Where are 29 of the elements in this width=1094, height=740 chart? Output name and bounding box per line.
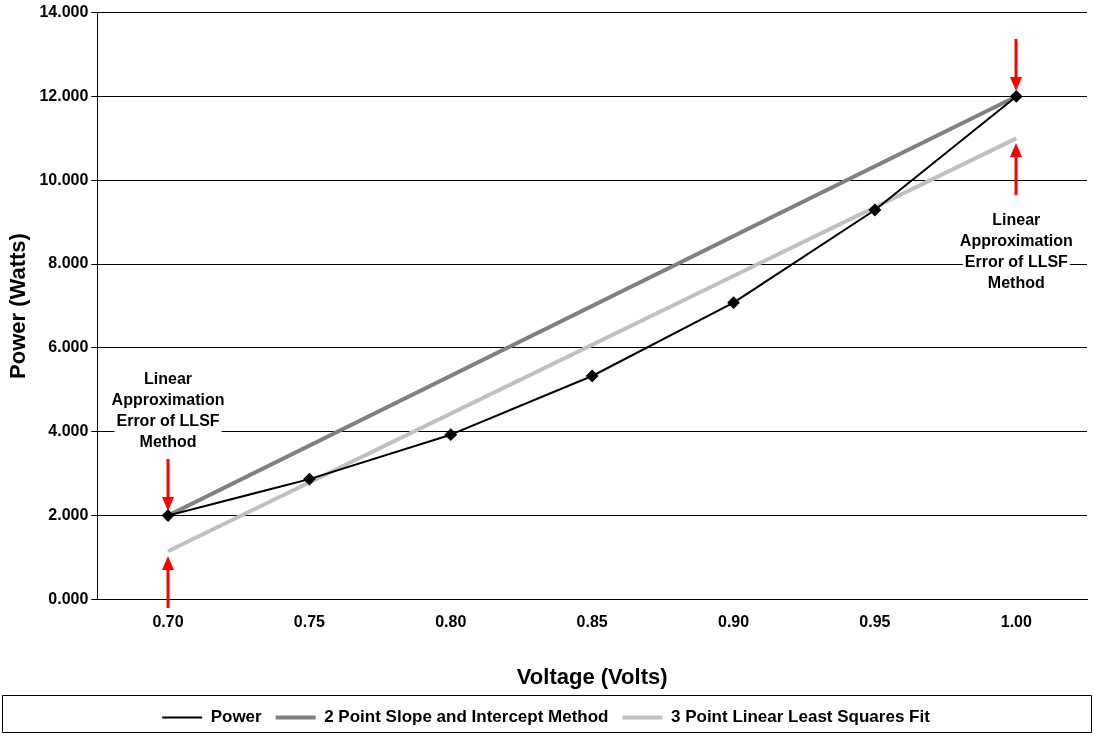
point [444, 428, 457, 441]
point [303, 473, 316, 486]
x-tick-label: 0.95 [859, 613, 891, 631]
y-axis-title: Power (Watts) [5, 233, 31, 379]
x-axis-title: Voltage (Volts) [516, 663, 668, 689]
point [586, 370, 599, 382]
y-tick-label: 8.000 [48, 254, 89, 272]
x-tick-label: 0.75 [293, 613, 326, 631]
point [727, 296, 740, 309]
y-tick-label: 2.000 [48, 505, 89, 523]
y-tick-label: 10.000 [39, 170, 89, 188]
point [162, 509, 175, 522]
y-tick-label: 6.000 [48, 338, 89, 356]
x-tick-label: 0.80 [435, 613, 467, 631]
x-tick-label: 1.00 [1000, 613, 1032, 631]
legend-label: 2 Point Slope and Intercept Method [324, 707, 609, 727]
point [1010, 90, 1023, 103]
y-tick-label: 12.000 [39, 86, 89, 104]
legend-label: Power [210, 707, 263, 727]
point [868, 204, 881, 217]
x-tick-label: 0.90 [717, 613, 750, 631]
x-tick-label: 0.70 [152, 613, 184, 631]
y-tick-label: 14.000 [39, 3, 89, 21]
x-tick-label: 0.85 [576, 613, 608, 631]
annotation: Linear Approximation Error of LLSF Method [111, 370, 225, 451]
annotation: Linear Approximation Error of LLSF Method [959, 211, 1073, 292]
y-tick-label: 4.000 [48, 422, 89, 440]
legend-label: 3 Point Linear Least Squares Fit [670, 707, 931, 727]
y-tick-label: 0.000 [48, 589, 89, 607]
